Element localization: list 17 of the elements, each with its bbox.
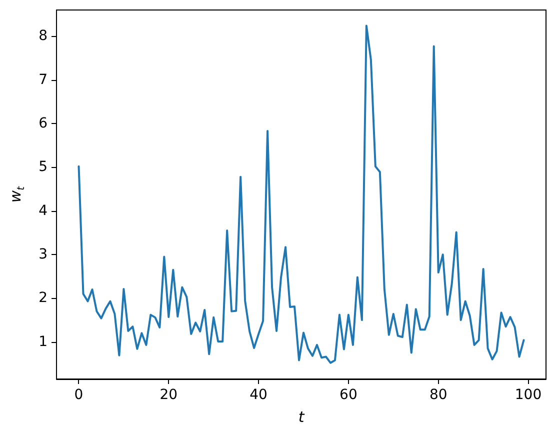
y-tick-label: 2 <box>38 290 48 306</box>
x-tick-label: 100 <box>514 387 542 403</box>
x-tick-label: 20 <box>160 387 178 403</box>
y-tick-label: 5 <box>38 159 48 176</box>
x-tick-label: 0 <box>74 387 84 403</box>
x-axis-title: t <box>298 408 306 426</box>
x-tick-label: 80 <box>429 387 448 403</box>
y-axis-title: wt <box>6 185 27 203</box>
y-tick-label: 7 <box>38 72 48 88</box>
y-tick-label: 3 <box>38 246 48 263</box>
x-tick-label: 40 <box>250 387 268 403</box>
x-tick-label: 60 <box>340 387 358 403</box>
y-tick-label: 1 <box>38 334 48 350</box>
y-tick-label: 6 <box>38 116 48 132</box>
y-tick-label: 4 <box>38 202 48 219</box>
line-series <box>78 24 525 364</box>
y-tick-label: 8 <box>38 28 48 44</box>
